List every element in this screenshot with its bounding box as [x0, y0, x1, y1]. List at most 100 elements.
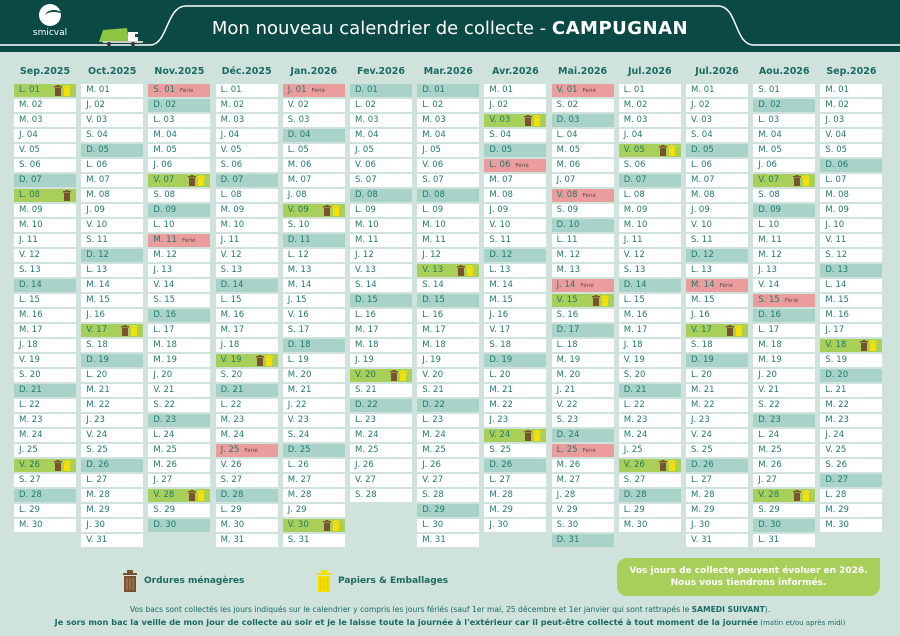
day-label: D. 14	[19, 280, 42, 290]
day-label: M. 03	[623, 115, 648, 125]
day-label: M. 21	[287, 385, 312, 395]
footer-end: ).	[764, 605, 771, 614]
day-cell: V. 12	[618, 249, 681, 262]
day-cell: J. 02	[686, 99, 748, 112]
day-cell: M. 17	[350, 324, 412, 337]
day-cell: J. 13	[753, 264, 816, 277]
day-label: D. 06	[825, 160, 849, 170]
brown-bin-icon	[658, 460, 667, 471]
day-label: S. 29	[153, 505, 176, 515]
day-cell: D. 22	[417, 399, 480, 412]
day-label: S. 01	[758, 85, 780, 95]
brown-bin-icon	[63, 190, 71, 201]
day-label: S. 22	[153, 400, 176, 410]
day-label: S. 25	[86, 445, 108, 455]
day-label: L. 24	[758, 430, 780, 440]
day-cell: M. 14 Férié	[686, 279, 748, 292]
day-cell: M. 10	[618, 219, 681, 232]
day-cell: D. 01	[350, 84, 412, 97]
day-label: L. 15	[19, 295, 40, 305]
day-cell: D. 12	[81, 249, 144, 262]
day-label: J. 30	[86, 520, 105, 530]
day-label: V. 20	[355, 370, 376, 380]
day-label: S. 13	[220, 265, 243, 275]
day-label: M. 07	[691, 175, 715, 185]
day-cell: L. 08	[14, 189, 76, 202]
day-label: D. 09	[153, 205, 177, 215]
holiday-label: Férié	[582, 193, 596, 199]
day-cell: M. 15	[820, 294, 883, 307]
day-label: S. 06	[623, 160, 646, 170]
day-label: J. 04	[623, 130, 643, 140]
day-label: D. 15	[422, 295, 445, 305]
day-cell: L. 19	[282, 354, 345, 367]
brown-bin-icon	[457, 265, 466, 276]
day-cell: S. 19	[820, 354, 883, 367]
day-cell: S. 29	[753, 504, 816, 517]
day-label: V. 12	[220, 250, 242, 260]
day-cell: S. 11	[81, 234, 144, 247]
day-cell: M. 17	[14, 324, 76, 337]
day-cell: M. 16	[14, 309, 76, 322]
collection-icons	[860, 340, 878, 351]
day-label: S. 27	[19, 475, 41, 485]
day-label: D. 30	[153, 520, 177, 530]
day-label: L. 01	[623, 85, 645, 95]
day-label: M. 14	[86, 280, 110, 290]
day-label: M. 18	[758, 340, 782, 350]
day-cell: J. 26	[350, 459, 412, 472]
brown-bin-icon	[658, 145, 667, 156]
day-cell: J. 08	[282, 189, 345, 202]
day-label: M. 23	[623, 415, 648, 425]
brown-bin-icon	[793, 490, 802, 501]
day-label: L. 27	[691, 475, 712, 485]
yellow-bin-icon	[533, 115, 542, 126]
day-label: D. 04	[287, 130, 311, 140]
day-label: J. 11	[19, 235, 38, 245]
day-label: M. 21	[86, 385, 110, 395]
footer-instruction-note: (matin et/ou après midi)	[758, 619, 846, 627]
day-cell: D. 26	[686, 459, 748, 472]
day-label: M. 16	[623, 310, 648, 320]
day-label: L. 29	[19, 505, 40, 515]
day-cell: J. 09	[484, 204, 547, 217]
day-label: V. 03	[489, 115, 511, 125]
day-cell: L. 08	[618, 189, 681, 202]
day-label: D. 28	[19, 490, 42, 500]
day-cell: L. 20	[81, 369, 144, 382]
day-cell: M. 04	[350, 129, 412, 142]
day-cell: J. 03	[820, 114, 883, 127]
day-label: M. 01	[691, 85, 715, 95]
day-cell: M. 13	[282, 264, 345, 277]
day-label: M. 18	[153, 340, 177, 350]
brown-bin-icon	[726, 325, 734, 336]
footer-text: Vos bacs sont collectés les jours indiqu…	[129, 605, 692, 614]
day-cell: M. 26	[551, 459, 614, 472]
day-label: L. 19	[287, 355, 309, 365]
day-cell: V. 28	[148, 489, 211, 502]
day-cell: M. 14	[484, 279, 547, 292]
day-cell: M. 25	[148, 444, 211, 457]
day-cell: J. 18	[14, 339, 76, 352]
day-cell: J. 13	[148, 264, 211, 277]
day-cell: L. 29	[14, 504, 76, 517]
day-label: S. 25	[489, 445, 512, 455]
day-cell: J. 17	[820, 324, 883, 337]
day-cell: D. 26	[81, 459, 144, 472]
day-label: M. 24	[19, 430, 43, 440]
day-cell: M. 10	[350, 219, 412, 232]
day-label: V. 05	[19, 145, 40, 155]
day-cell: M. 25	[350, 444, 412, 457]
day-label: V. 23	[287, 415, 309, 425]
day-cell: M. 02	[820, 99, 883, 112]
day-cell: L. 13	[484, 264, 547, 277]
day-cell: J. 20	[753, 369, 816, 382]
day-label: V. 22	[556, 400, 578, 410]
day-cell: M. 02	[14, 99, 76, 112]
day-cell: V. 16	[282, 309, 345, 322]
legend-papiers-label: Papiers & Emballages	[338, 576, 449, 586]
day-label: J. 01	[287, 85, 307, 95]
day-cell: D. 07	[618, 174, 681, 187]
day-cell: M. 02	[618, 99, 681, 112]
day-cell: L. 25 Férié	[551, 444, 614, 457]
